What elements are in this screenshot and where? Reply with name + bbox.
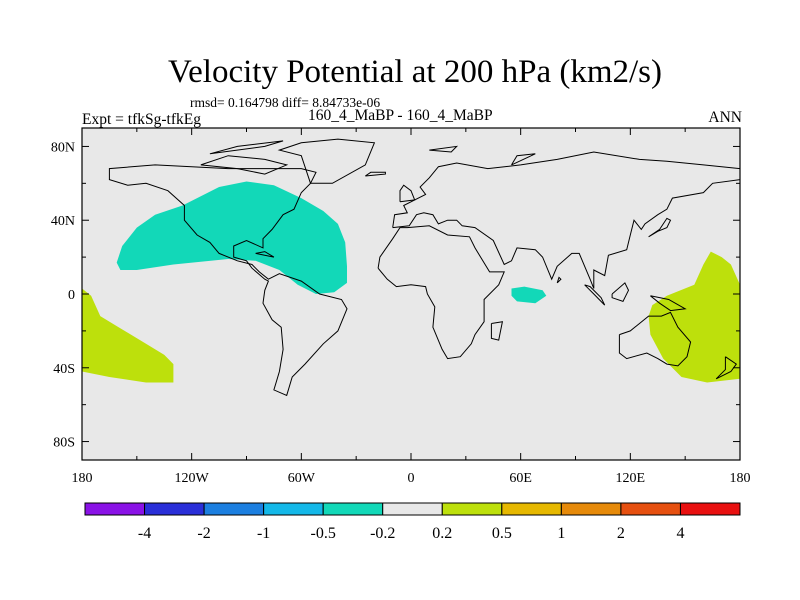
x-tick-label-2: 60W: [288, 471, 316, 486]
coastline-16: [209, 140, 284, 155]
y-tick-label-2: 0: [68, 288, 75, 303]
coastline-3: [392, 151, 740, 289]
colorbar-label-4: -0.2: [370, 525, 395, 542]
coastline-14: [715, 356, 738, 380]
y-tick-label-0: 80N: [51, 140, 75, 155]
coastline-1: [277, 138, 376, 184]
x-tick-label-3: 0: [408, 471, 415, 486]
y-tick-label-3: 40S: [53, 362, 75, 377]
colorbar-label-1: -2: [197, 525, 210, 542]
colorbar-label-3: -0.5: [311, 525, 336, 542]
colorbar-label-7: 1: [557, 525, 565, 542]
coastline-4: [618, 311, 692, 367]
colorbar-swatch-8: [560, 502, 622, 516]
negative-anomaly-arabian-sea: [511, 286, 547, 304]
colorbar-swatch-10: [679, 502, 741, 516]
colorbar-swatch-3: [263, 502, 324, 516]
colorbar-swatch-7: [501, 502, 562, 516]
coastline-6: [648, 217, 672, 238]
x-tick-label-6: 180: [730, 471, 751, 486]
colorbar-label-5: 0.2: [432, 525, 452, 542]
y-tick-label-1: 40N: [51, 214, 75, 229]
colorbar-swatch-2: [203, 502, 265, 516]
negative-anomaly-north-atlantic-pacific: [116, 181, 347, 294]
coastline-5: [399, 184, 416, 203]
x-tick-label-5: 120E: [616, 471, 646, 486]
coastline-11: [556, 276, 562, 284]
coastline-10: [365, 171, 386, 177]
season-label: ANN: [708, 109, 742, 126]
colorbar-swatch-5: [382, 502, 443, 516]
colorbar-swatch-6: [441, 502, 503, 516]
positive-anomaly-south-pacific-west: [82, 288, 174, 383]
coastline-12: [490, 321, 504, 341]
coastline-9: [650, 295, 687, 312]
coastline-8: [611, 282, 630, 303]
coastline-18: [511, 153, 536, 166]
colorbar-label-9: 4: [676, 525, 684, 542]
coastline-15: [200, 155, 289, 175]
coastline-2: [377, 225, 505, 360]
coastline-0: [108, 164, 348, 397]
colorbar-label-8: 2: [617, 525, 625, 542]
map-background: [82, 128, 740, 460]
x-tick-label-4: 60E: [509, 471, 532, 486]
coastline-17: [429, 145, 459, 153]
chart-title: Velocity Potential at 200 hPa (km2/s): [167, 54, 663, 90]
colorbar-swatch-9: [620, 502, 681, 516]
colorbar-label-0: -4: [138, 525, 151, 542]
experiment-label: Expt = tfkSg-tfkEg: [82, 111, 201, 128]
stats-line: rmsd= 0.164798 diff= 8.84733e-06: [190, 95, 381, 110]
y-tick-label-4: 80S: [53, 436, 75, 451]
positive-anomaly-south-pacific-east: [648, 251, 740, 383]
x-tick-label-0: 180: [72, 471, 93, 486]
coastline-13: [255, 251, 275, 258]
colorbar-swatch-0: [84, 502, 146, 516]
case-label: 160_4_MaBP - 160_4_MaBP: [308, 107, 493, 124]
colorbar-label-6: 0.5: [492, 525, 512, 542]
colorbar-swatch-1: [144, 502, 205, 516]
coastline-7: [584, 284, 606, 306]
x-tick-label-1: 120W: [175, 471, 210, 486]
colorbar-label-2: -1: [257, 525, 270, 542]
colorbar-swatch-4: [322, 502, 384, 516]
